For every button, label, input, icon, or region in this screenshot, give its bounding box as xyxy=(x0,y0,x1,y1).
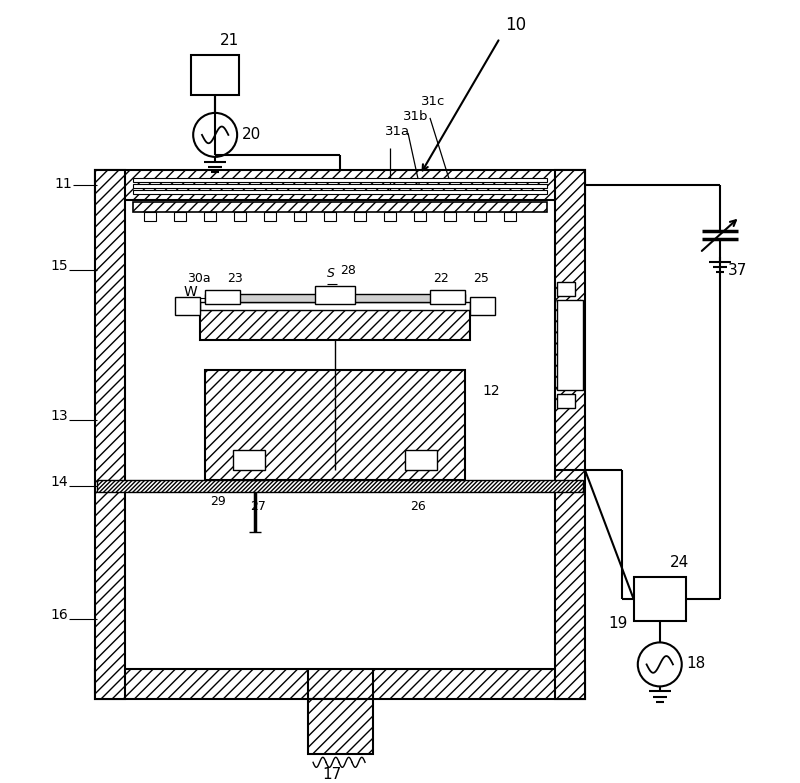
Text: W: W xyxy=(183,285,197,299)
Bar xyxy=(557,282,575,296)
Text: 17: 17 xyxy=(322,767,342,782)
Bar xyxy=(95,170,126,699)
Text: 20: 20 xyxy=(242,127,262,142)
Bar xyxy=(200,310,470,340)
Bar xyxy=(634,578,686,622)
Text: 13: 13 xyxy=(50,409,68,423)
Bar xyxy=(557,300,583,390)
Text: 31b: 31b xyxy=(403,110,429,123)
Text: 27: 27 xyxy=(250,500,266,513)
Bar xyxy=(430,290,465,304)
Bar xyxy=(174,212,186,221)
Text: 29: 29 xyxy=(210,495,226,507)
Bar xyxy=(264,212,276,221)
Text: 26: 26 xyxy=(410,500,426,513)
Text: 28: 28 xyxy=(340,264,356,276)
Text: 14: 14 xyxy=(50,474,68,489)
Bar xyxy=(204,212,216,221)
Bar xyxy=(234,212,246,221)
Bar xyxy=(294,212,306,221)
Text: 31c: 31c xyxy=(421,95,446,108)
Bar xyxy=(134,178,547,182)
Text: 16: 16 xyxy=(50,608,68,622)
Bar xyxy=(474,212,486,221)
Bar xyxy=(144,212,156,221)
Bar xyxy=(315,286,355,304)
Text: 19: 19 xyxy=(608,616,627,631)
Bar xyxy=(354,212,366,221)
Text: 25: 25 xyxy=(473,272,489,285)
Bar xyxy=(134,202,547,212)
Bar xyxy=(205,294,465,301)
Bar xyxy=(95,669,585,699)
Bar xyxy=(504,212,516,221)
Text: 18: 18 xyxy=(686,656,706,671)
Text: 12: 12 xyxy=(483,384,501,398)
Text: 15: 15 xyxy=(50,258,68,272)
Bar xyxy=(205,290,240,304)
Bar xyxy=(324,212,336,221)
Bar xyxy=(470,297,495,315)
Bar xyxy=(384,212,396,221)
Text: 11: 11 xyxy=(54,177,72,191)
Text: 24: 24 xyxy=(670,555,689,571)
Text: S: S xyxy=(327,267,335,280)
Bar xyxy=(405,449,437,470)
Text: 30a: 30a xyxy=(187,272,211,285)
Text: 37: 37 xyxy=(728,263,747,278)
Bar xyxy=(233,449,265,470)
Bar xyxy=(98,479,583,492)
Bar xyxy=(205,370,465,479)
Bar xyxy=(557,394,575,408)
Bar xyxy=(555,170,585,699)
Text: 10: 10 xyxy=(505,16,526,34)
Text: 22: 22 xyxy=(433,272,449,285)
Bar xyxy=(134,184,547,188)
Bar xyxy=(414,212,426,221)
Bar xyxy=(134,189,547,194)
Bar xyxy=(95,170,585,200)
Bar xyxy=(175,297,200,315)
Bar xyxy=(191,55,239,95)
Bar xyxy=(308,699,373,754)
Text: 21: 21 xyxy=(220,33,239,48)
Bar xyxy=(200,301,470,310)
Text: 23: 23 xyxy=(227,272,243,285)
Text: 31a: 31a xyxy=(385,124,410,138)
Bar xyxy=(444,212,456,221)
